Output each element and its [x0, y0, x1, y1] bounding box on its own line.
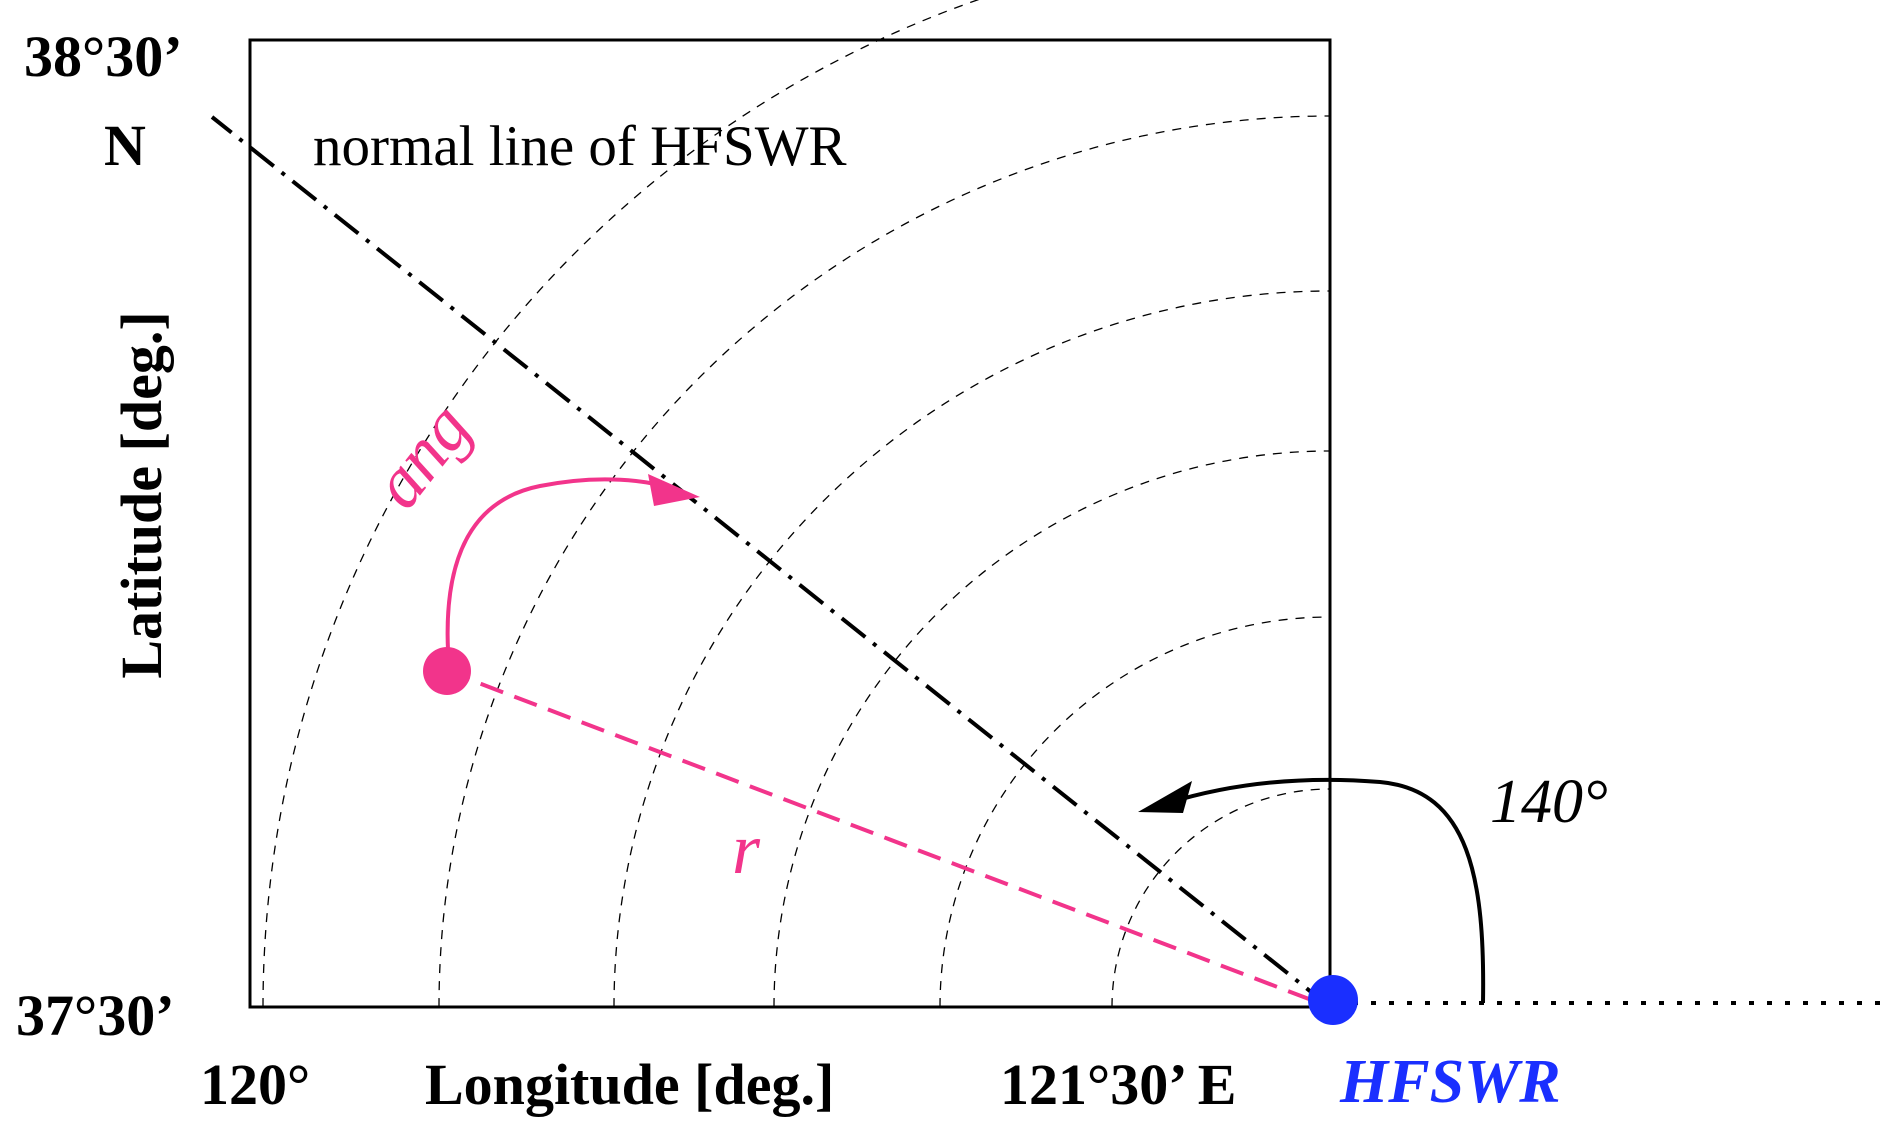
y-bottom-label: 37°30’: [16, 983, 175, 1048]
ang-arrowhead: [648, 474, 700, 506]
range-ring-4: [613, 290, 1331, 1008]
plot-frame: [248, 38, 1332, 1009]
range-ring-5: [438, 115, 1331, 1008]
normal-line: [210, 115, 1332, 1009]
range-ring-3: [773, 450, 1331, 1008]
target-point: [423, 647, 471, 695]
r-label: r: [732, 809, 761, 889]
range-ring-6: [262, 0, 980, 1008]
range-rings: [262, 0, 1331, 1008]
radar-point: [1308, 975, 1358, 1025]
y-top-label: 38°30’: [24, 24, 183, 89]
radar-label: HFSWR: [1339, 1048, 1561, 1116]
ang-label: ang: [356, 388, 486, 522]
angle-140-arrowhead: [1138, 781, 1192, 813]
x-left-label: 120°: [200, 1052, 310, 1117]
range-ring-2: [939, 616, 1331, 1008]
x-right-label: 121°30’ E: [1000, 1052, 1236, 1117]
angle-140-arc: [1167, 777, 1486, 1004]
normal-line-label: normal line of HFSWR: [313, 115, 847, 178]
y-axis-title: Latitude [deg.]: [109, 311, 174, 678]
range-ring-1: [1111, 788, 1331, 1008]
x-axis-title: Longitude [deg.]: [425, 1052, 834, 1117]
ang-arc: [445, 477, 676, 651]
r-line: [446, 669, 1331, 1009]
angle-140-label: 140°: [1490, 768, 1608, 836]
y-north-label: N: [104, 113, 146, 178]
